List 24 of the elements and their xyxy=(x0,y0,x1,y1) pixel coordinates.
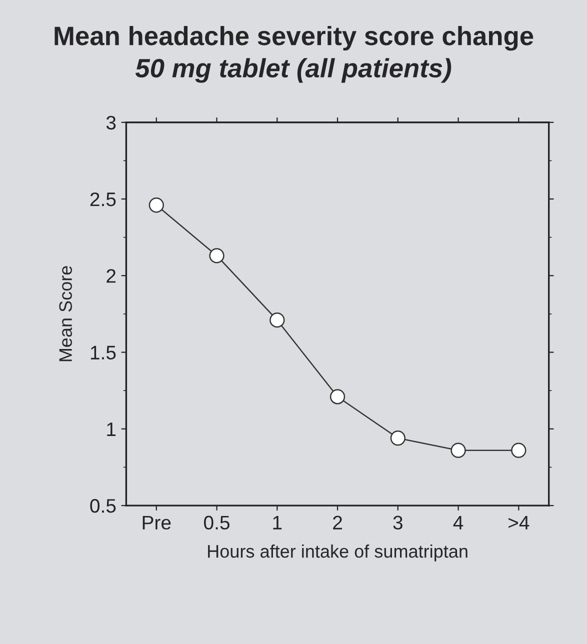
chart-title: Mean headache severity score change xyxy=(54,26,534,51)
y-tick-label: 2 xyxy=(106,269,116,283)
x-tick-label: 1 xyxy=(273,516,282,530)
point xyxy=(209,248,224,264)
y-tick-label: 1 xyxy=(107,422,116,436)
point xyxy=(511,442,526,458)
x-tick-label: 4 xyxy=(453,516,464,530)
y-axis-title: Mean Score xyxy=(59,266,72,362)
chart-subtitle: 50 mg tablet (all patients) xyxy=(135,58,452,83)
point xyxy=(450,442,466,458)
point xyxy=(270,312,285,328)
y-tick-label: 2.5 xyxy=(90,192,116,206)
x-tick-label: 3 xyxy=(393,516,402,530)
y-tick-label: 1.5 xyxy=(90,346,116,360)
y-tick-label: 0.5 xyxy=(90,499,116,513)
point xyxy=(330,389,346,404)
y-tick-label: 3 xyxy=(106,116,116,130)
x-tick-label: 0.5 xyxy=(204,516,230,530)
x-tick-label: Pre xyxy=(142,516,171,530)
point xyxy=(390,430,406,446)
x-tick-label: 2 xyxy=(333,516,342,530)
x-tick-label: >4 xyxy=(508,516,530,530)
x-axis-title: Hours after intake of sumatriptan xyxy=(208,544,468,562)
point xyxy=(148,198,164,213)
